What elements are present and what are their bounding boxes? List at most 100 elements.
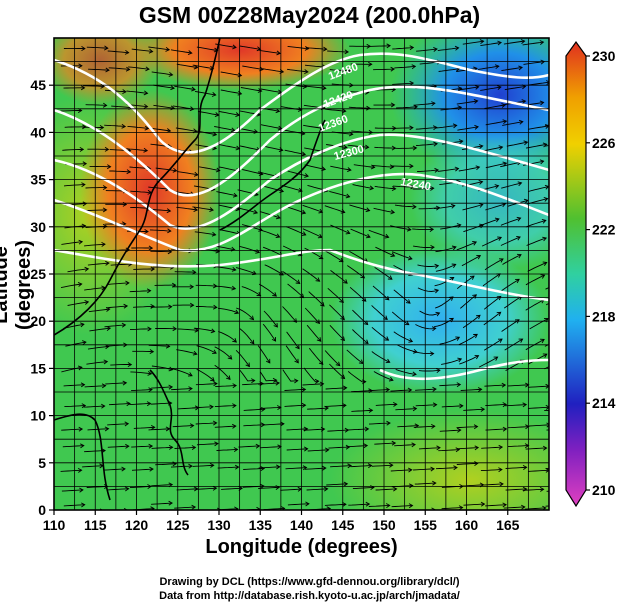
streamline: [478, 356, 498, 368]
streamline: [214, 346, 233, 360]
streamline: [302, 204, 323, 213]
streamline-arrowhead: [498, 444, 504, 450]
streamline: [172, 425, 194, 428]
streamline-arrowhead: [191, 504, 197, 510]
streamline-arrowhead: [516, 216, 522, 222]
streamline: [107, 50, 129, 54]
streamline: [485, 504, 507, 507]
streamline: [349, 204, 370, 212]
streamline-arrowhead: [188, 386, 193, 392]
streamline-arrowhead: [80, 322, 85, 328]
streamline-arrowhead: [147, 326, 152, 332]
streamline: [481, 236, 502, 247]
streamline-arrowhead: [165, 46, 171, 52]
streamline-arrowhead: [341, 108, 347, 114]
streamline-arrowhead: [429, 351, 435, 357]
streamline-arrowhead: [407, 387, 413, 393]
streamline-arrowhead: [192, 350, 198, 356]
streamline: [133, 426, 155, 429]
streamline: [395, 408, 417, 411]
streamline: [525, 274, 545, 286]
streamline: [241, 286, 261, 297]
streamline: [131, 389, 153, 392]
streamline: [303, 428, 325, 431]
streamline: [262, 246, 283, 257]
streamline-arrowhead: [494, 217, 500, 223]
x-tick-label: 125: [166, 517, 190, 533]
streamline-arrowhead: [168, 500, 173, 506]
streamline: [282, 271, 300, 284]
streamline: [434, 318, 454, 328]
streamline-arrowhead: [209, 463, 215, 468]
streamline: [416, 48, 438, 52]
streamline-arrowhead: [516, 235, 521, 241]
streamline: [129, 402, 151, 406]
streamline: [350, 228, 371, 238]
streamline: [413, 468, 435, 471]
streamline-arrowhead: [498, 145, 504, 151]
streamline: [196, 345, 217, 354]
streamline: [195, 383, 217, 386]
streamline: [418, 447, 441, 450]
streamline: [214, 425, 236, 428]
y-tick-label: 15: [30, 360, 46, 376]
streamline-arrowhead: [451, 263, 457, 268]
x-tick-label: 110: [43, 517, 66, 533]
streamline-arrowhead: [342, 385, 348, 391]
streamline: [522, 41, 544, 46]
streamline-arrowhead: [275, 464, 281, 470]
streamline: [258, 466, 280, 469]
streamline: [375, 246, 395, 257]
streamline: [395, 368, 417, 375]
streamline-arrowhead: [121, 123, 127, 129]
streamline-arrowhead: [84, 266, 90, 272]
y-tick-label: 25: [30, 266, 46, 282]
streamline: [393, 289, 411, 304]
streamline: [330, 270, 348, 284]
streamline: [285, 205, 306, 214]
streamline-arrowhead: [494, 64, 500, 70]
streamline-arrowhead: [405, 299, 411, 304]
streamline: [525, 143, 547, 149]
streamline-arrowhead: [516, 253, 522, 259]
streamline: [415, 404, 437, 407]
streamline-arrowhead: [347, 463, 352, 469]
streamline-arrowhead: [436, 368, 441, 374]
streamline-arrowhead: [407, 255, 413, 261]
streamline: [214, 285, 236, 290]
streamline: [392, 82, 414, 85]
streamline-arrowhead: [103, 45, 109, 51]
streamline-arrowhead: [122, 380, 128, 386]
streamline-arrowhead: [250, 378, 256, 384]
streamline: [375, 403, 397, 406]
streamline: [109, 170, 131, 173]
streamline-arrowhead: [412, 371, 417, 377]
streamline: [505, 488, 527, 491]
streamline: [286, 226, 306, 236]
streamline: [242, 169, 263, 175]
streamline: [217, 307, 239, 314]
streamline: [434, 277, 454, 287]
streamline: [390, 469, 412, 472]
streamline: [282, 369, 298, 382]
streamline: [64, 126, 86, 128]
streamline: [151, 446, 173, 449]
colorbar-tick-label: 210: [592, 482, 616, 498]
streamline: [107, 488, 129, 491]
streamline: [371, 305, 388, 320]
streamline: [374, 146, 396, 149]
streamline-arrowhead: [502, 119, 508, 125]
streamline-arrowhead: [478, 203, 484, 208]
streamline: [61, 241, 83, 245]
streamline-arrowhead: [168, 71, 174, 77]
streamline-arrowhead: [168, 366, 174, 372]
streamline: [106, 305, 128, 309]
streamline: [151, 365, 173, 371]
streamline: [192, 464, 214, 467]
streamline-arrowhead: [318, 254, 324, 260]
streamline: [462, 204, 483, 211]
streamline: [240, 87, 262, 92]
streamline: [507, 426, 529, 429]
streamline: [128, 66, 150, 70]
credit-data: Data from http://database.rish.kyoto-u.a…: [159, 590, 460, 602]
